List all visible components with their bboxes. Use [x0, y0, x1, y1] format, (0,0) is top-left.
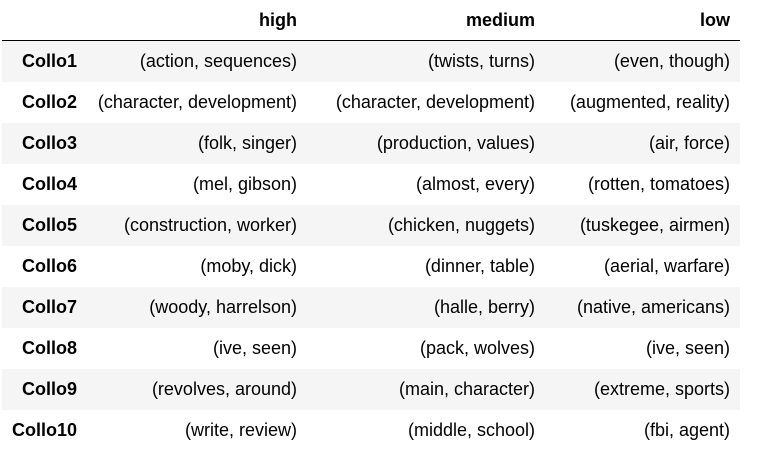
row-index: Collo10: [2, 410, 87, 451]
table-row: Collo3 (folk, singer) (production, value…: [2, 123, 740, 164]
cell-low: (even, though): [545, 41, 740, 82]
cell-low: (tuskegee, airmen): [545, 205, 740, 246]
row-index: Collo3: [2, 123, 87, 164]
cell-medium: (almost, every): [307, 164, 545, 205]
header-row: high medium low: [2, 0, 740, 41]
cell-high: (woody, harrelson): [87, 287, 307, 328]
column-header-medium: medium: [307, 0, 545, 41]
table-row: Collo7 (woody, harrelson) (halle, berry)…: [2, 287, 740, 328]
cell-medium: (pack, wolves): [307, 328, 545, 369]
cell-low: (extreme, sports): [545, 369, 740, 410]
table-row: Collo5 (construction, worker) (chicken, …: [2, 205, 740, 246]
cell-medium: (twists, turns): [307, 41, 545, 82]
table-header: high medium low: [2, 0, 740, 41]
row-index: Collo4: [2, 164, 87, 205]
cell-low: (aerial, warfare): [545, 246, 740, 287]
table-row: Collo9 (revolves, around) (main, charact…: [2, 369, 740, 410]
cell-high: (action, sequences): [87, 41, 307, 82]
cell-high: (revolves, around): [87, 369, 307, 410]
cell-medium: (halle, berry): [307, 287, 545, 328]
cell-low: (rotten, tomatoes): [545, 164, 740, 205]
row-index: Collo8: [2, 328, 87, 369]
row-index: Collo6: [2, 246, 87, 287]
table-row: Collo4 (mel, gibson) (almost, every) (ro…: [2, 164, 740, 205]
cell-low: (augmented, reality): [545, 82, 740, 123]
cell-high: (mel, gibson): [87, 164, 307, 205]
cell-high: (construction, worker): [87, 205, 307, 246]
cell-low: (ive, seen): [545, 328, 740, 369]
row-index: Collo1: [2, 41, 87, 82]
table-row: Collo10 (write, review) (middle, school)…: [2, 410, 740, 451]
cell-medium: (production, values): [307, 123, 545, 164]
cell-medium: (chicken, nuggets): [307, 205, 545, 246]
cell-high: (ive, seen): [87, 328, 307, 369]
table-row: Collo6 (moby, dick) (dinner, table) (aer…: [2, 246, 740, 287]
cell-medium: (dinner, table): [307, 246, 545, 287]
column-header-low: low: [545, 0, 740, 41]
index-header: [2, 0, 87, 41]
cell-low: (fbi, agent): [545, 410, 740, 451]
dataframe-table: high medium low Collo1 (action, sequence…: [2, 0, 740, 451]
row-index: Collo5: [2, 205, 87, 246]
table-body: Collo1 (action, sequences) (twists, turn…: [2, 41, 740, 451]
cell-high: (folk, singer): [87, 123, 307, 164]
table-row: Collo2 (character, development) (charact…: [2, 82, 740, 123]
cell-low: (native, americans): [545, 287, 740, 328]
row-index: Collo7: [2, 287, 87, 328]
cell-high: (write, review): [87, 410, 307, 451]
row-index: Collo9: [2, 369, 87, 410]
column-header-high: high: [87, 0, 307, 41]
cell-low: (air, force): [545, 123, 740, 164]
cell-medium: (middle, school): [307, 410, 545, 451]
cell-high: (character, development): [87, 82, 307, 123]
row-index: Collo2: [2, 82, 87, 123]
table-row: Collo1 (action, sequences) (twists, turn…: [2, 41, 740, 82]
cell-medium: (main, character): [307, 369, 545, 410]
cell-medium: (character, development): [307, 82, 545, 123]
table-row: Collo8 (ive, seen) (pack, wolves) (ive, …: [2, 328, 740, 369]
cell-high: (moby, dick): [87, 246, 307, 287]
